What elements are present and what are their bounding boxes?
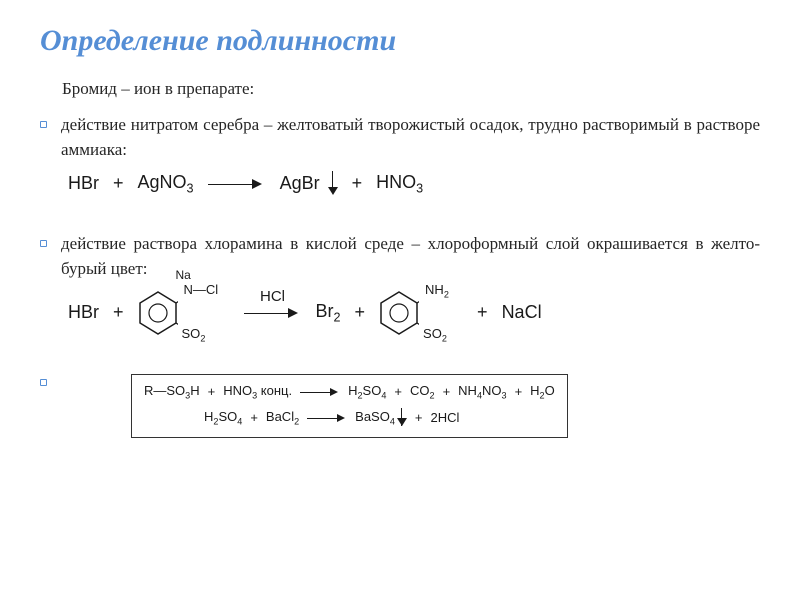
precipitate-arrow [328, 171, 338, 197]
eq3-H2O: H2O [530, 381, 555, 403]
reaction-arrow-sm [300, 385, 340, 399]
equation-1: HBr + AgNO3 AgBr + HNO3 [68, 171, 760, 197]
arrow-with-HCl: HCl [244, 304, 302, 322]
eq1-AgBr: AgBr [280, 173, 320, 194]
eq1-AgNO3: AgNO3 [138, 172, 194, 196]
boxed-equations: R—SO3H + HNO3 конц. H2SO4 + CO2 + NH4NO3… [131, 374, 568, 438]
bullet-marker [40, 121, 47, 128]
eq1-plus1: + [113, 173, 124, 194]
eq2-plus1: + [113, 302, 124, 323]
label-NH2: NH2 [425, 282, 449, 300]
reaction-arrow [244, 304, 302, 322]
bullet-1-text: действие нитратом серебра – желтоватый т… [61, 112, 760, 163]
label-SO2: SO2 [182, 326, 206, 344]
equation-2: HBr + Na N—Cl SO2 HCl Br2 + NH2 [68, 290, 760, 336]
bullet-3-empty: R—SO3H + HNO3 конц. H2SO4 + CO2 + NH4NO3… [40, 370, 760, 438]
eq3-H2SO4: H2SO4 [348, 381, 386, 403]
eq3-CO2: CO2 [410, 381, 435, 403]
eq3b-2HCl: 2HCl [431, 408, 460, 428]
bullet-marker [40, 379, 47, 386]
precipitate-arrow [397, 408, 407, 428]
eq2-HBr: HBr [68, 302, 99, 323]
eq3b-BaCl2: BaCl2 [266, 407, 299, 429]
slide-title: Определение подлинности [40, 24, 760, 58]
reaction-arrow-sm [307, 411, 347, 425]
eq3b-H2SO4: H2SO4 [204, 407, 242, 429]
eq3b-BaSO4: BaSO4 [355, 407, 395, 429]
eq2-Br2: Br2 [316, 301, 341, 325]
eq1-HNO3: HNO3 [376, 172, 423, 196]
reaction-arrow [208, 175, 266, 193]
intro-text: Бромид – ион в препарате: [62, 76, 760, 102]
label-Na: Na [176, 268, 191, 282]
eq2-plus3: + [477, 302, 488, 323]
eq1-HBr: HBr [68, 173, 99, 194]
label-NCl: N—Cl [184, 282, 219, 297]
bullet-1: действие нитратом серебра – желтоватый т… [40, 112, 760, 163]
sulfonamide-structure: NH2 SO2 [379, 290, 419, 336]
bullet-2: действие раствора хлорамина в кислой сре… [40, 231, 760, 282]
eq3-line1: R—SO3H + HNO3 конц. H2SO4 + CO2 + NH4NO3… [144, 381, 555, 403]
eq3-HNO3: HNO3 конц. [223, 381, 292, 403]
eq2-NaCl: NaCl [502, 302, 542, 323]
bullet-3-content: R—SO3H + HNO3 конц. H2SO4 + CO2 + NH4NO3… [61, 370, 760, 438]
benzene-icon [138, 290, 178, 336]
eq2-plus2: + [355, 302, 366, 323]
eq1-plus2: + [352, 173, 363, 194]
benzene-icon [379, 290, 419, 336]
bullet-marker [40, 240, 47, 247]
eq3-line2: H2SO4 + BaCl2 BaSO4 + 2HCl [204, 407, 555, 429]
chloramine-structure: Na N—Cl SO2 [138, 290, 178, 336]
label-SO2-b: SO2 [423, 326, 447, 344]
bullet-2-text: действие раствора хлорамина в кислой сре… [61, 231, 760, 282]
eq3-RSO3H: R—SO3H [144, 381, 200, 403]
arrow-label-HCl: HCl [260, 288, 285, 305]
eq3-NH4NO3: NH4NO3 [458, 381, 506, 403]
